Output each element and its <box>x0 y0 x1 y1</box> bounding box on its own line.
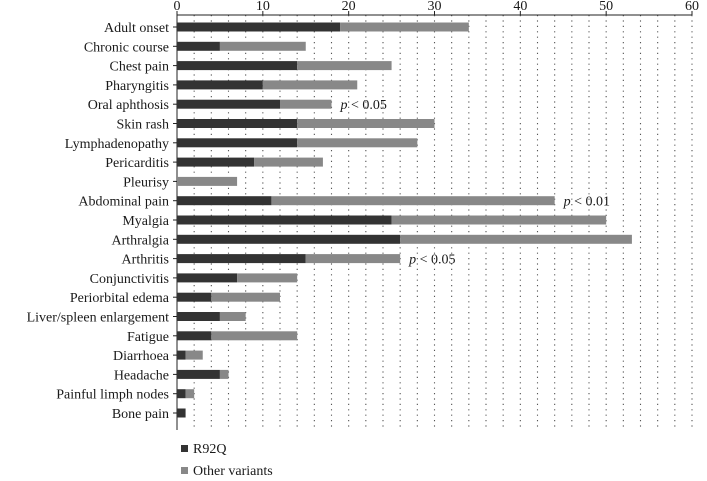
category-label: Periorbital edema <box>70 291 170 306</box>
bar-r92q <box>177 369 220 379</box>
category-label: Arthralgia <box>111 233 169 248</box>
p-value-annotation: p < 0.05 <box>408 253 455 268</box>
bar-r92q <box>177 80 263 90</box>
category-label: Pericarditis <box>105 156 169 171</box>
bar-other-variants <box>254 157 323 167</box>
bar-r92q <box>177 41 220 51</box>
category-labels: Adult onset Chronic course Chest pain Phary… <box>27 21 170 422</box>
bar-other-variants <box>211 292 280 302</box>
bar-r92q <box>177 292 212 302</box>
category-label: Headache <box>114 368 169 383</box>
p-value-annotation: p < 0.05 <box>340 98 387 113</box>
grid-lines <box>193 15 693 430</box>
bar-r92q <box>177 215 392 225</box>
bar-other-variants <box>391 215 607 225</box>
category-label: Diarrhoea <box>113 349 170 364</box>
bar-other-variants <box>400 234 632 244</box>
bar-r92q <box>177 196 272 206</box>
bar-r92q <box>177 99 280 109</box>
bar-other-variants <box>185 350 203 360</box>
category-label: Conjunctivitis <box>90 272 169 287</box>
category-label: Pleurisy <box>123 175 169 190</box>
bar-r92q <box>177 389 186 399</box>
annotations: p < 0.05 p < 0.01 p < 0.05 <box>340 98 611 267</box>
bar-other-variants <box>280 99 332 109</box>
bar-r92q <box>177 312 220 321</box>
bar-r92q <box>177 273 238 283</box>
bar-other-variants <box>185 389 195 399</box>
category-label: Pharyngitis <box>105 79 169 94</box>
bar-other-variants <box>177 176 238 186</box>
legend-swatch <box>181 445 188 452</box>
category-label: Adult onset <box>104 21 169 36</box>
bar-other-variants <box>271 196 555 206</box>
x-tick-label: 0 <box>174 0 181 14</box>
category-label: Fatigue <box>127 330 169 345</box>
bar-r92q <box>177 22 341 32</box>
bar-other-variants <box>340 22 469 32</box>
bar-other-variants <box>297 138 418 148</box>
x-tick-label: 60 <box>685 0 699 14</box>
p-value-annotation: p < 0.01 <box>563 195 610 210</box>
category-label: Chest pain <box>110 60 170 75</box>
category-label: Arthritis <box>122 253 169 268</box>
legend-label: Other variants <box>193 464 273 479</box>
x-tick-label: 20 <box>342 0 356 14</box>
legend-label: R92Q <box>193 442 226 457</box>
x-tick-label: 40 <box>513 0 527 14</box>
legend-swatch <box>181 467 188 474</box>
bar-other-variants <box>297 61 392 71</box>
category-label: Painful limph nodes <box>56 388 169 403</box>
category-label: Liver/spleen enlargement <box>27 311 170 326</box>
bar-other-variants <box>262 80 358 90</box>
bar-r92q <box>177 138 298 148</box>
bar-other-variants <box>305 254 401 264</box>
bar-other-variants <box>297 119 435 128</box>
category-label: Abdominal pain <box>78 195 169 210</box>
x-tick-label: 30 <box>428 0 442 14</box>
bar-other-variants <box>237 273 298 283</box>
bar-r92q <box>177 119 298 128</box>
bar-r92q <box>177 234 401 244</box>
x-tick-label: 10 <box>256 0 270 14</box>
category-label: Oral aphthosis <box>88 98 169 113</box>
bar-r92q <box>177 350 186 360</box>
category-label: Skin rash <box>117 118 170 133</box>
bar-other-variants <box>219 369 229 379</box>
bars <box>177 22 632 418</box>
bar-other-variants <box>219 312 246 321</box>
category-label: Chronic course <box>84 40 169 55</box>
bar-other-variants <box>219 41 306 51</box>
bar-other-variants <box>211 331 298 341</box>
bar-r92q <box>177 331 212 341</box>
category-label: Myalgia <box>122 214 169 229</box>
bar-r92q <box>177 408 186 418</box>
bar-r92q <box>177 254 306 264</box>
category-label: Bone pain <box>112 407 169 422</box>
legend: R92Q Other variants <box>181 442 273 479</box>
bar-r92q <box>177 157 255 167</box>
category-label: Lymphadenopathy <box>65 137 169 152</box>
x-tick-label: 50 <box>599 0 613 14</box>
bar-r92q <box>177 61 298 71</box>
